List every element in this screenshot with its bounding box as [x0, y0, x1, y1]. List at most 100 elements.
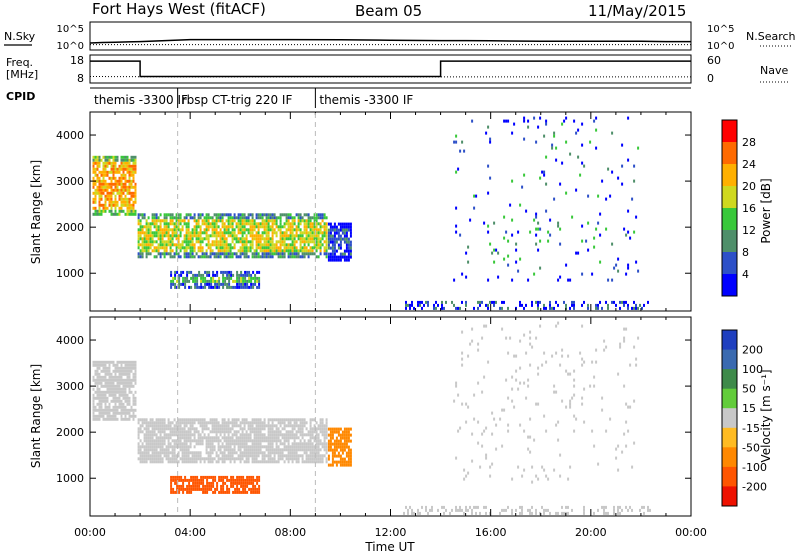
scatter-cell [128, 378, 131, 382]
scatter-cell [233, 439, 236, 443]
scatter-cell [285, 249, 288, 253]
scatter-cell [249, 249, 252, 253]
scatter-cell [128, 390, 131, 394]
scatter-cell [179, 433, 182, 437]
scatter-cell [263, 439, 266, 443]
velocity-colorbar-label: Velocity [m s⁻¹] [759, 369, 773, 462]
scatter-cell [96, 188, 99, 192]
scatter-cell [349, 448, 352, 452]
scatter-cell [175, 442, 178, 446]
scatter-cell [118, 372, 121, 376]
scatter-cell [303, 225, 306, 229]
scatter-cell [202, 475, 205, 479]
scatter-cell [132, 179, 135, 183]
scatter-cell [519, 300, 521, 304]
scatter-cell [232, 484, 235, 488]
scatter-cell [122, 155, 125, 159]
scatter-cell [216, 270, 219, 274]
scatter-cell [106, 191, 109, 195]
scatter-cell [229, 243, 232, 247]
scatter-cell [179, 228, 182, 232]
scatter-cell [605, 505, 607, 509]
scatter-cell [305, 231, 308, 235]
scatter-cell [269, 454, 272, 458]
scatter-cell [215, 225, 218, 229]
scatter-cell [477, 306, 479, 310]
scatter-cell [226, 484, 229, 488]
scatter-cell [256, 487, 259, 491]
scatter-cell [225, 237, 228, 241]
scatter-cell [267, 448, 270, 452]
scatter-cell [625, 505, 627, 509]
scatter-cell [100, 363, 103, 367]
scatter-cell [339, 439, 342, 443]
scatter-cell [167, 243, 170, 247]
scatter-cell [191, 418, 194, 422]
scatter-cell [281, 433, 284, 437]
scatter-cell [307, 442, 310, 446]
scatter-cell [114, 366, 117, 370]
scatter-cell [130, 384, 133, 388]
scatter-cell [221, 252, 224, 256]
scatter-cell [265, 252, 268, 256]
scatter-cell [507, 351, 510, 355]
scatter-cell [205, 243, 208, 247]
scatter-cell [203, 433, 206, 437]
scatter-cell [139, 439, 142, 443]
scatter-cell [203, 421, 206, 425]
scatter-cell [189, 246, 192, 250]
scatter-cell [177, 213, 180, 217]
scatter-cell [227, 424, 230, 428]
scatter-cell [173, 216, 176, 220]
scatter-cell [96, 158, 99, 162]
scatter-cell [189, 430, 192, 434]
scatter-cell [257, 237, 260, 241]
scatter-cell [245, 222, 248, 226]
scatter-cell [555, 351, 558, 355]
scatter-cell [473, 393, 476, 397]
scatter-cell [196, 279, 199, 283]
scatter-cell [293, 445, 296, 449]
scatter-cell [201, 249, 204, 253]
scatter-cell [639, 508, 641, 512]
scatter-cell [92, 158, 95, 162]
scatter-cell [195, 439, 198, 443]
scatter-cell [601, 408, 604, 412]
scatter-cell [309, 216, 312, 220]
scatter-cell [189, 436, 192, 440]
scatter-cell [211, 234, 214, 238]
scatter-cell [112, 396, 115, 400]
scatter-cell [313, 252, 316, 256]
scatter-cell [575, 417, 578, 421]
scatter-cell [289, 421, 292, 425]
scatter-cell [205, 252, 208, 256]
scatter-cell [120, 200, 123, 204]
scatter-cell [313, 451, 316, 455]
scatter-cell [187, 418, 190, 422]
scatter-cell [271, 216, 274, 220]
scatter-cell [241, 243, 244, 247]
scatter-cell [92, 405, 95, 409]
scatter-cell [185, 442, 188, 446]
scatter-cell [347, 255, 350, 259]
scatter-cell [213, 243, 216, 247]
scatter-cell [451, 508, 453, 512]
scatter-cell [187, 252, 190, 256]
scatter-cell [100, 191, 103, 195]
scatter-cell [493, 221, 496, 225]
scatter-cell [219, 216, 222, 220]
scatter-cell [261, 457, 264, 461]
scatter-cell [102, 393, 105, 397]
scatter-cell [165, 228, 168, 232]
scatter-cell [455, 456, 458, 460]
scatter-cell [615, 456, 618, 460]
scatter-cell [301, 454, 304, 458]
scatter-cell [333, 234, 336, 238]
scatter-cell [163, 240, 166, 244]
scatter-cell [319, 246, 322, 250]
scatter-cell [275, 436, 278, 440]
scatter-cell [287, 454, 290, 458]
scatter-cell [219, 427, 222, 431]
scatter-cell [187, 454, 190, 458]
scatter-cell [204, 270, 207, 274]
